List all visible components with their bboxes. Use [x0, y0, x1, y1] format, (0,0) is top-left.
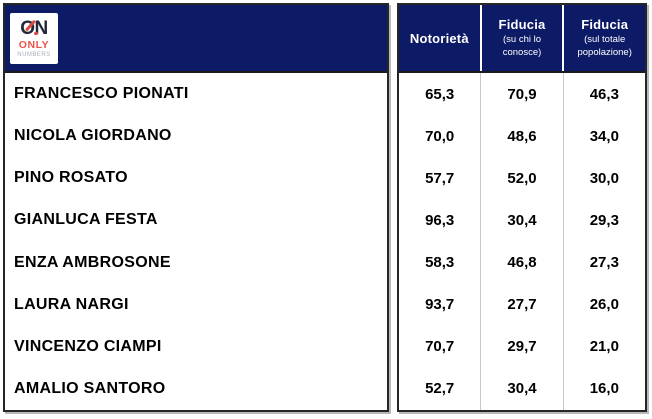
names-panel-header: ON ONLY NUMBERS — [5, 5, 387, 73]
table-row-name: ENZA AMBROSONE — [14, 253, 171, 271]
fiducia-conosce-value: 30,4 — [481, 367, 564, 410]
logo-only-text: ONLY — [18, 38, 50, 51]
column-header-subtitle: (sul totale popolazione) — [577, 34, 632, 58]
values-panel: Notorietà Fiducia (su chi lo conosce) Fi… — [397, 3, 647, 412]
column-header-notorieta: Notorietà — [399, 5, 482, 71]
table-row-name: AMALIO SANTORO — [14, 379, 166, 397]
names-panel: ON ONLY NUMBERS FRANCESCO PIONATI NICOLA… — [3, 3, 389, 412]
table-row-name: VINCENZO CIAMPI — [14, 337, 162, 355]
logo-numbers-text: NUMBERS — [17, 51, 51, 58]
column-header-title: Fiducia — [581, 17, 629, 33]
fiducia-totale-value: 21,0 — [589, 338, 619, 356]
table-row-values: 57,7 52,0 30,0 — [399, 157, 645, 200]
column-header-subtitle: (su chi lo conosce) — [502, 34, 542, 58]
table-row-name: NICOLA GIORDANO — [14, 127, 172, 145]
table-row-values: 58,3 46,8 27,3 — [399, 241, 645, 284]
notorieta-value: 58,3 — [399, 241, 482, 284]
notorieta-value: 70,0 — [399, 115, 482, 158]
notorieta-value: 65,3 — [399, 73, 482, 116]
names-rows: FRANCESCO PIONATI NICOLA GIORDANO PINO R… — [5, 73, 387, 410]
fiducia-conosce-value: 27,7 — [481, 283, 564, 326]
notorieta-value: 93,7 — [399, 283, 482, 326]
table-row-values: 96,3 30,4 29,3 — [399, 199, 645, 242]
table-row-name: GIANLUCA FESTA — [14, 211, 158, 229]
table-row-name: FRANCESCO PIONATI — [14, 85, 189, 103]
fiducia-totale-value: 46,3 — [589, 85, 619, 103]
only-numbers-logo: ON ONLY NUMBERS — [10, 12, 58, 64]
fiducia-conosce-value: 48,6 — [481, 115, 564, 158]
table-row-values: 70,0 48,6 34,0 — [399, 115, 645, 158]
logo-on-text: ON — [20, 17, 48, 39]
fiducia-conosce-value: 30,4 — [481, 199, 564, 242]
fiducia-conosce-value: 70,9 — [481, 73, 564, 116]
only-numbers-logo-mark: ON — [20, 19, 48, 38]
logo-red-dot-icon — [34, 31, 38, 35]
fiducia-totale-value: 30,0 — [589, 169, 619, 187]
table-row-values: 70,7 29,7 21,0 — [399, 325, 645, 368]
table-row-values: 52,7 30,4 16,0 — [399, 367, 645, 410]
table-row-name: LAURA NARGI — [14, 295, 129, 313]
fiducia-totale-value: 26,0 — [589, 296, 619, 314]
notorieta-value: 52,7 — [399, 367, 482, 410]
fiducia-conosce-value: 29,7 — [481, 325, 564, 368]
fiducia-conosce-value: 52,0 — [481, 157, 564, 200]
notorieta-value: 96,3 — [399, 199, 482, 242]
table-row-name: PINO ROSATO — [14, 169, 128, 187]
values-panel-header: Notorietà Fiducia (su chi lo conosce) Fi… — [399, 5, 646, 73]
column-header-fiducia-totale: Fiducia (sul totale popolazione) — [564, 5, 646, 71]
column-header-title: Fiducia — [498, 17, 546, 33]
table-row-values: 93,7 27,7 26,0 — [399, 283, 645, 326]
table-row-values: 65,3 70,9 46,3 — [399, 73, 645, 116]
fiducia-conosce-value: 46,8 — [481, 241, 564, 284]
notorieta-value: 57,7 — [399, 157, 482, 200]
fiducia-totale-value: 34,0 — [589, 127, 619, 145]
fiducia-totale-value: 27,3 — [589, 254, 619, 272]
values-rows: 65,3 70,9 46,3 70,0 48,6 34,0 57,7 52,0 … — [399, 73, 645, 410]
column-header-title: Notorietà — [409, 30, 469, 46]
notorieta-value: 70,7 — [399, 325, 482, 368]
fiducia-totale-value: 29,3 — [589, 211, 619, 229]
fiducia-totale-value: 16,0 — [589, 380, 619, 398]
column-header-fiducia-conosce: Fiducia (su chi lo conosce) — [481, 5, 565, 71]
